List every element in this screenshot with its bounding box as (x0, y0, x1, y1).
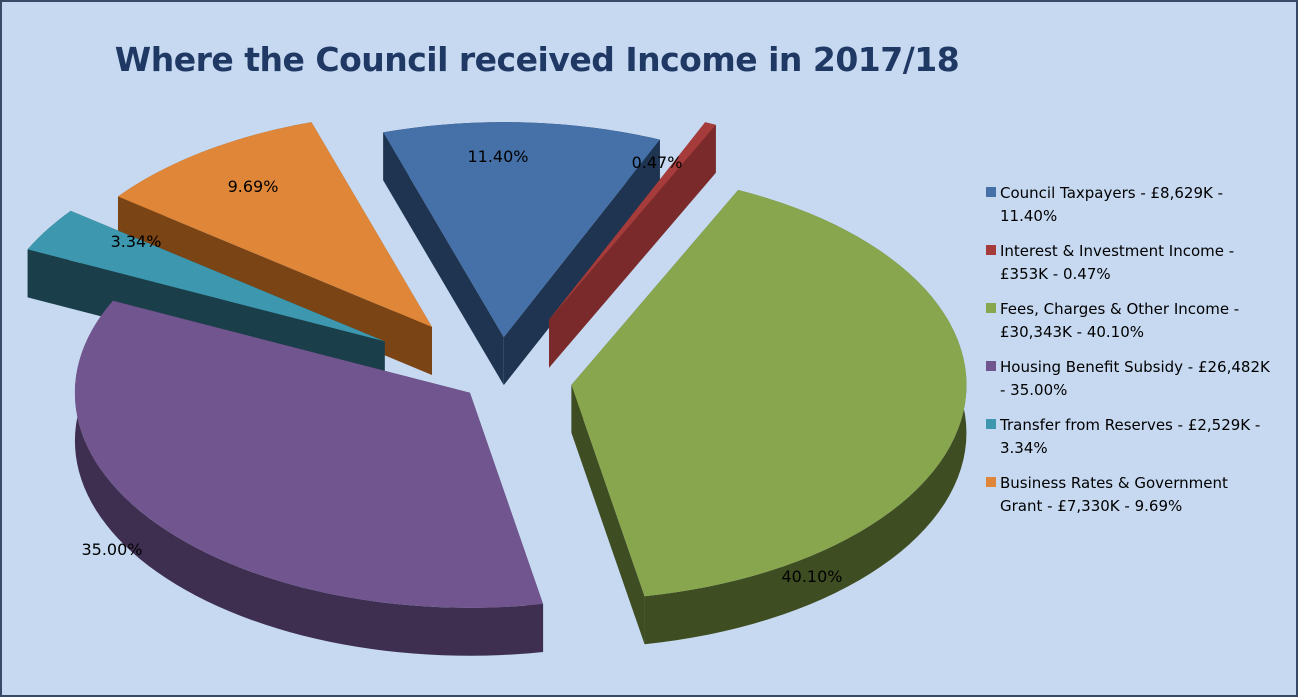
pie-slice-edge-1-1 (383, 132, 504, 386)
pie-slice-1 (383, 122, 660, 338)
pie-slice-3 (571, 190, 967, 597)
legend-label-6: Business Rates & Government Grant - £7,3… (1000, 474, 1228, 515)
legend-item-1: Council Taxpayers - £8,629K - 11.40% (986, 182, 1286, 228)
pie-slice-side-3 (644, 190, 967, 645)
pie-slice-5 (27, 210, 385, 342)
chart-title: Where the Council received Income in 201… (114, 40, 960, 79)
legend-label-5: Transfer from Reserves - £2,529K - 3.34% (1000, 416, 1261, 457)
pie-slice-side-4 (74, 300, 544, 656)
pie-slice-edge-3-2 (571, 384, 645, 645)
pie-slice-4 (74, 300, 544, 608)
data-label-5: 3.34% (111, 232, 162, 251)
chart-legend: Council Taxpayers - £8,629K - 11.40% Inte… (986, 182, 1286, 530)
legend-label-4: Housing Benefit Subsidy - £26,482K - 35.… (1000, 358, 1270, 399)
legend-label-1: Council Taxpayers - £8,629K - 11.40% (1000, 184, 1224, 225)
legend-item-6: Business Rates & Government Grant - £7,3… (986, 472, 1286, 518)
legend-swatch-4 (986, 361, 996, 371)
legend-swatch-3 (986, 303, 996, 313)
legend-item-4: Housing Benefit Subsidy - £26,482K - 35.… (986, 356, 1286, 402)
data-label-6: 9.69% (228, 177, 279, 196)
legend-label-3: Fees, Charges & Other Income - £30,343K … (1000, 300, 1240, 341)
legend-label-2: Interest & Investment Income - £353K - 0… (1000, 242, 1235, 283)
data-label-2: 0.47% (632, 153, 683, 172)
pie-slice-6 (117, 122, 432, 327)
pie-slice-edge-2-2 (549, 124, 716, 368)
pie-slice-2 (549, 122, 716, 320)
legend-item-2: Interest & Investment Income - £353K - 0… (986, 240, 1286, 286)
legend-swatch-5 (986, 419, 996, 429)
legend-swatch-2 (986, 245, 996, 255)
legend-item-5: Transfer from Reserves - £2,529K - 3.34% (986, 414, 1286, 460)
data-label-3: 40.10% (781, 567, 842, 586)
data-label-1: 11.40% (467, 147, 528, 166)
legend-swatch-6 (986, 477, 996, 487)
legend-swatch-1 (986, 187, 996, 197)
legend-item-3: Fees, Charges & Other Income - £30,343K … (986, 298, 1286, 344)
pie-slice-edge-1-2 (503, 139, 660, 386)
data-label-4: 35.00% (81, 540, 142, 559)
